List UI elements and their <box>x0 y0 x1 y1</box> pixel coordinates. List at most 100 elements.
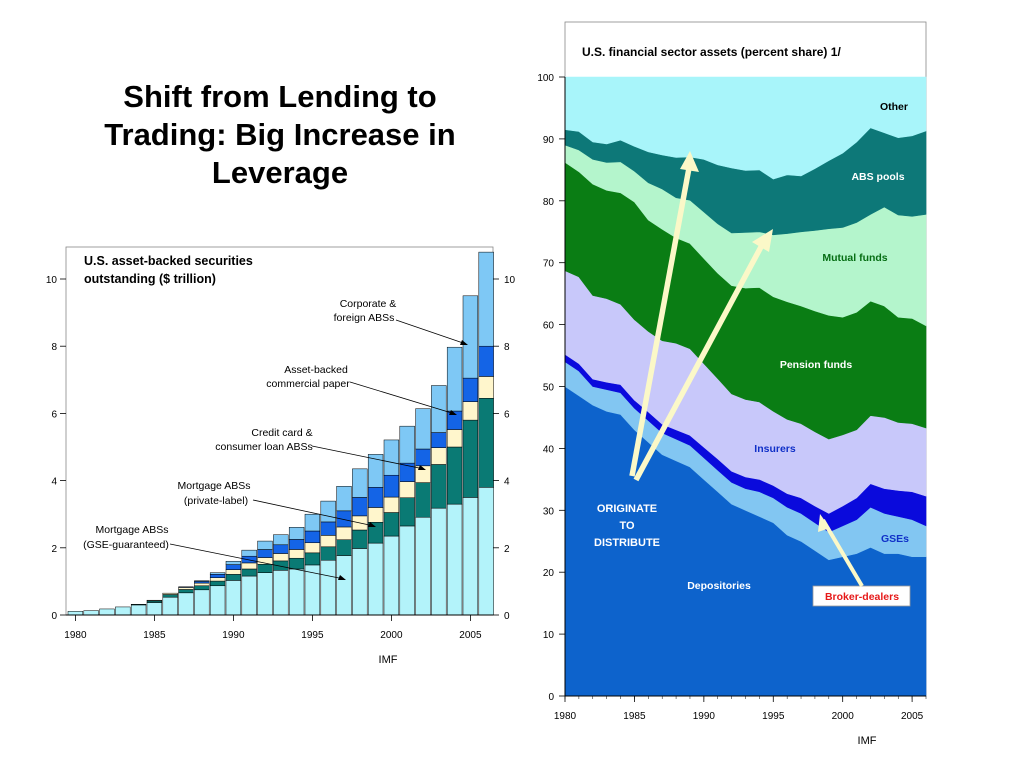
abs-chart-title-line-2: outstanding ($ trillion) <box>84 272 216 286</box>
abs-bars-group <box>67 251 494 616</box>
abs-bar-corporate-1997 <box>336 486 352 512</box>
originate-arrowhead-2 <box>752 229 773 252</box>
fin-ytick-90: 90 <box>543 135 555 146</box>
abs-chart-title-line-1: U.S. asset-backed securities <box>84 254 253 268</box>
abs-xtick-1995: 1995 <box>301 630 324 641</box>
fin-xtick-2005: 2005 <box>901 711 924 722</box>
abs-bar-consumer-1986 <box>162 592 178 595</box>
abs-bar-corporate-1990 <box>225 560 242 565</box>
abs-annotation-corporate-1: Corporate & <box>340 298 397 310</box>
abs-bar-corporate-2006 <box>478 251 494 347</box>
abs-bar-corporate-2001 <box>399 425 415 464</box>
originate-label-1: ORIGINATE <box>597 503 657 515</box>
abs-annotation-abcp-1: Asset-backed <box>284 364 348 376</box>
abs-bar-corporate-2004 <box>446 346 463 412</box>
abs-annotation-consumer-2: consumer loan ABSs <box>215 441 312 453</box>
abs-source: IMF <box>379 654 398 666</box>
originate-arrow-1 <box>629 167 692 477</box>
fin-ytick-50: 50 <box>543 383 555 394</box>
fin-label-other: Other <box>880 101 908 113</box>
abs-xtick-1990: 1990 <box>222 630 245 641</box>
slide-title-line-2: Trading: Big Increase in <box>104 117 456 152</box>
originate-label-3: DISTRIBUTE <box>594 537 660 549</box>
abs-annotation-corporate-2: foreign ABSs <box>334 312 395 324</box>
abs-annotation-gse-arrowhead <box>338 575 346 580</box>
abs-xtick-2005: 2005 <box>459 630 482 641</box>
fin-ytick-80: 80 <box>543 197 555 208</box>
fin-chart-title: U.S. financial sector assets (percent sh… <box>582 45 841 59</box>
fin-areas-group <box>564 76 927 697</box>
originate-label-2: TO <box>619 520 635 532</box>
abs-ytick-right-8: 8 <box>504 342 510 353</box>
fin-xtick-1985: 1985 <box>623 711 646 722</box>
abs-annotation-abcp-2: commercial paper <box>266 378 350 390</box>
fin-ytick-40: 40 <box>543 444 555 455</box>
abs-annotation-consumer-arrow <box>311 445 425 470</box>
fin-ytick-30: 30 <box>543 506 555 517</box>
fin-area-other <box>564 76 927 180</box>
fin-ytick-100: 100 <box>537 73 554 84</box>
fin-xtick-1995: 1995 <box>762 711 785 722</box>
fin-ytick-60: 60 <box>543 321 555 332</box>
abs-bar-corporate-2005 <box>462 295 479 379</box>
fin-label-insurers: Insurers <box>754 443 796 455</box>
fin-label-broker-dealers: Broker-dealers <box>825 591 899 603</box>
abs-ytick-right-0: 0 <box>504 611 510 622</box>
abs-ytick-left-6: 6 <box>51 409 57 420</box>
abs-xtick-2000: 2000 <box>380 630 403 641</box>
abs-annotation-corporate-arrowhead <box>460 340 468 345</box>
fin-ytick-20: 20 <box>543 568 555 579</box>
abs-annotation-private-1: Mortgage ABSs <box>178 480 251 492</box>
fin-label-mutual-funds: Mutual funds <box>822 252 887 264</box>
slide-title-line-3: Leverage <box>211 155 349 190</box>
abs-annotation-abcp-arrowhead <box>449 410 457 415</box>
abs-bar-corporate-1999 <box>367 454 384 488</box>
fin-xtick-2000: 2000 <box>832 711 855 722</box>
abs-bar-corporate-1998 <box>352 468 368 498</box>
abs-bar-corporate-1992 <box>257 540 273 550</box>
abs-bar-corporate-1989 <box>209 572 226 575</box>
abs-annotation-gse-2: (GSE-guaranteed) <box>83 539 169 551</box>
broker-dealers-arrowhead <box>818 514 830 532</box>
abs-ytick-right-2: 2 <box>504 544 510 555</box>
abs-bar-private-1984 <box>130 603 147 606</box>
abs-ticks-group: 0 0 2 2 4 4 6 6 8 8 10 10 1980 1985 1990 1995 2000 2005 <box>46 275 516 641</box>
fin-label-gses: GSEs <box>881 533 909 545</box>
fin-ytick-70: 70 <box>543 259 555 270</box>
originate-arrow-2 <box>633 243 765 482</box>
abs-ytick-left-10: 10 <box>46 275 58 286</box>
abs-xtick-1980: 1980 <box>64 630 87 641</box>
abs-bar-corporate-1988 <box>194 580 210 582</box>
originate-arrowhead-1 <box>680 151 699 172</box>
abs-annotation-private-2: (private-label) <box>184 495 248 507</box>
abs-bar-corporate-1995 <box>304 513 321 532</box>
abs-ytick-left-8: 8 <box>51 342 57 353</box>
fin-source: IMF <box>858 735 877 747</box>
abs-ytick-left-2: 2 <box>51 544 57 555</box>
fin-xtick-1990: 1990 <box>693 711 716 722</box>
abs-annotation-private-arrow <box>252 499 375 527</box>
abs-ytick-right-4: 4 <box>504 477 510 488</box>
broker-dealers-arrow <box>821 518 864 588</box>
slide-title: Shift from Lending to Trading: Big Incre… <box>60 78 500 192</box>
fin-ytick-10: 10 <box>543 630 555 641</box>
abs-bar-consumer-1985 <box>146 599 163 602</box>
fin-label-abs-pools: ABS pools <box>851 171 904 183</box>
abs-ytick-left-0: 0 <box>51 611 57 622</box>
abs-annotation-consumer-arrowhead <box>418 465 426 470</box>
abs-annotation-abcp-arrow <box>349 381 456 415</box>
fin-ticks-group: 0 10 20 30 40 50 60 70 80 90 100 1980 1985 1990 1995 20… <box>537 73 927 722</box>
abs-bar-abcp-1987 <box>178 586 194 588</box>
abs-ytick-right-6: 6 <box>504 409 510 420</box>
fin-ytick-0: 0 <box>548 692 554 703</box>
abs-annotation-corporate-arrow <box>395 319 467 345</box>
abs-bar-corporate-1993 <box>273 534 289 546</box>
abs-xtick-1985: 1985 <box>143 630 166 641</box>
abs-ytick-right-10: 10 <box>504 275 516 286</box>
slide-title-line-1: Shift from Lending to <box>123 79 437 114</box>
fin-label-pension-funds: Pension funds <box>780 359 852 371</box>
abs-annotation-consumer-1: Credit card & <box>251 427 312 439</box>
abs-annotation-gse-1: Mortgage ABSs <box>96 524 169 536</box>
abs-annotation-private-arrowhead <box>368 522 376 527</box>
